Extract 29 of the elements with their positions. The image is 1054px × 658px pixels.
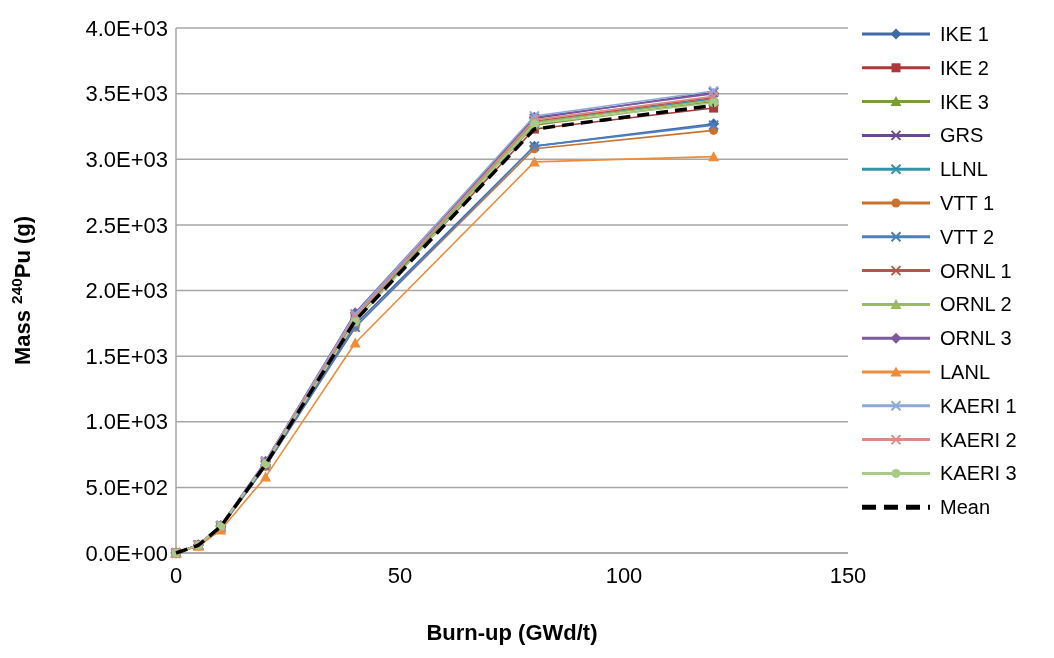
legend-label: LANL (940, 361, 991, 383)
x-tick-label: 150 (829, 563, 867, 588)
legend-label: KAERI 1 (940, 394, 1017, 417)
y-tick-label: 2.5E+03 (85, 212, 168, 238)
legend-label: IKE 2 (940, 56, 989, 79)
y-tick-label: 1.0E+03 (85, 409, 168, 435)
y-tick-label: 3.5E+03 (85, 81, 168, 107)
y-tick-label: 4.0E+03 (85, 15, 168, 41)
legend-label: VTT 1 (940, 192, 995, 214)
legend-label: ORNL 1 (940, 259, 1012, 282)
legend-label: Mean (940, 496, 991, 519)
legend-label: LLNL (940, 158, 988, 181)
y-tick-label: 5.0E+02 (85, 475, 168, 501)
legend-label: KAERI 2 (940, 428, 1017, 451)
x-tick-label: 100 (605, 563, 643, 588)
x-tick-label: 0 (169, 563, 183, 588)
x-tick-label: 50 (387, 563, 413, 588)
x-axis-title: Burn-up (GWd/t) (426, 620, 598, 645)
legend-label: ORNL 3 (940, 327, 1012, 350)
y-tick-label: 3.0E+03 (85, 146, 168, 172)
y-tick-label: 2.0E+03 (85, 278, 168, 304)
legend-label: GRS (940, 124, 984, 147)
y-tick-label: 1.5E+03 (85, 343, 168, 369)
legend-label: KAERI 3 (940, 462, 1017, 485)
y-tick-label: 0.0E+00 (85, 540, 168, 566)
legend-label: ORNL 2 (940, 293, 1012, 316)
legend-label: VTT 2 (940, 225, 995, 248)
legend-label: IKE 3 (940, 90, 989, 113)
legend-label: IKE 1 (940, 23, 989, 45)
